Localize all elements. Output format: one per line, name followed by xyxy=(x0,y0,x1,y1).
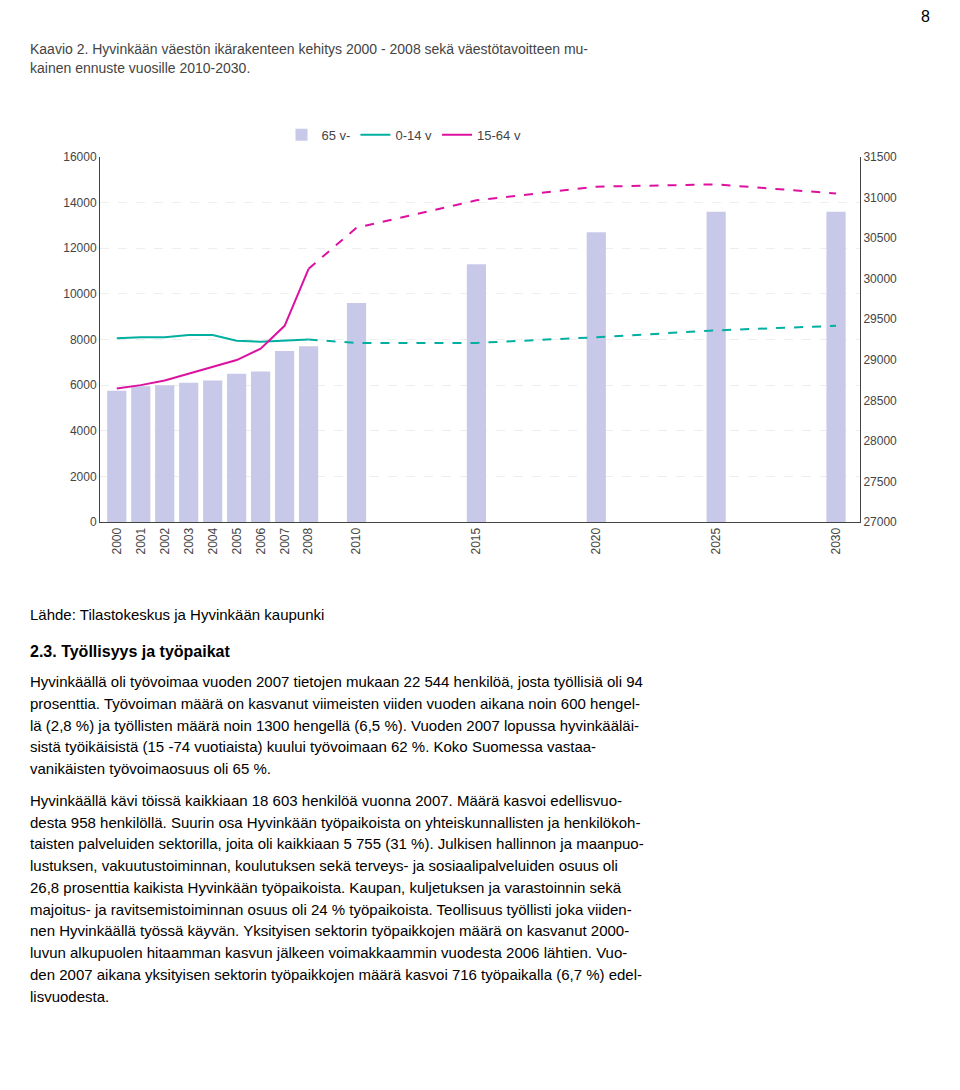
svg-text:2020: 2020 xyxy=(589,527,603,554)
svg-text:2010: 2010 xyxy=(349,527,363,554)
svg-text:4000: 4000 xyxy=(70,424,97,438)
svg-text:2004: 2004 xyxy=(206,527,220,554)
svg-text:30000: 30000 xyxy=(863,272,897,286)
svg-text:2000: 2000 xyxy=(70,470,97,484)
svg-text:2008: 2008 xyxy=(301,527,315,554)
svg-text:30500: 30500 xyxy=(863,231,897,245)
svg-text:Kaavio 2. Hyvinkään väestön ik: Kaavio 2. Hyvinkään väestön ikärakenteen… xyxy=(30,41,588,75)
html-text:8: 8 xyxy=(921,8,930,25)
svg-text:27000: 27000 xyxy=(863,515,897,529)
html-text:Hyvinkäällä oli työvoimaa vuod: Hyvinkäällä oli työvoimaa vuoden 2007 ti… xyxy=(30,673,643,777)
html-text:2.3. Työllisyys ja työpaikat: 2.3. Työllisyys ja työpaikat xyxy=(30,643,230,660)
svg-text:15-64 v: 15-64 v xyxy=(477,128,521,143)
html-text:Lähde: Tilastokeskus ja Hyvink: Lähde: Tilastokeskus ja Hyvinkään kaupun… xyxy=(30,606,325,623)
svg-text:6000: 6000 xyxy=(70,378,97,392)
svg-text:10000: 10000 xyxy=(63,287,97,301)
svg-text:2030: 2030 xyxy=(829,527,843,554)
svg-text:2015: 2015 xyxy=(469,527,483,554)
svg-text:27500: 27500 xyxy=(863,475,897,489)
svg-text:2006: 2006 xyxy=(254,527,268,554)
svg-text:0: 0 xyxy=(90,515,97,529)
html-text:Hyvinkäällä kävi töissä kaikki: Hyvinkäällä kävi töissä kaikkiaan 18 603… xyxy=(30,791,644,1005)
svg-text:0-14 v: 0-14 v xyxy=(395,128,432,143)
svg-text:12000: 12000 xyxy=(63,241,97,255)
svg-text:28000: 28000 xyxy=(863,434,897,448)
svg-text:2003: 2003 xyxy=(182,527,196,554)
svg-text:65 v-: 65 v- xyxy=(322,128,351,143)
svg-text:2025: 2025 xyxy=(709,527,723,554)
svg-text:14000: 14000 xyxy=(63,196,97,210)
svg-text:2002: 2002 xyxy=(158,527,172,554)
svg-text:28500: 28500 xyxy=(863,394,897,408)
svg-text:2000: 2000 xyxy=(110,527,124,554)
svg-text:2001: 2001 xyxy=(134,527,148,554)
svg-text:29000: 29000 xyxy=(863,353,897,367)
svg-text:2005: 2005 xyxy=(230,527,244,554)
svg-text:2007: 2007 xyxy=(278,527,292,554)
svg-text:31500: 31500 xyxy=(863,150,897,164)
svg-text:31000: 31000 xyxy=(863,191,897,205)
svg-text:8000: 8000 xyxy=(70,333,97,347)
svg-text:16000: 16000 xyxy=(63,150,97,164)
svg-text:29500: 29500 xyxy=(863,312,897,326)
